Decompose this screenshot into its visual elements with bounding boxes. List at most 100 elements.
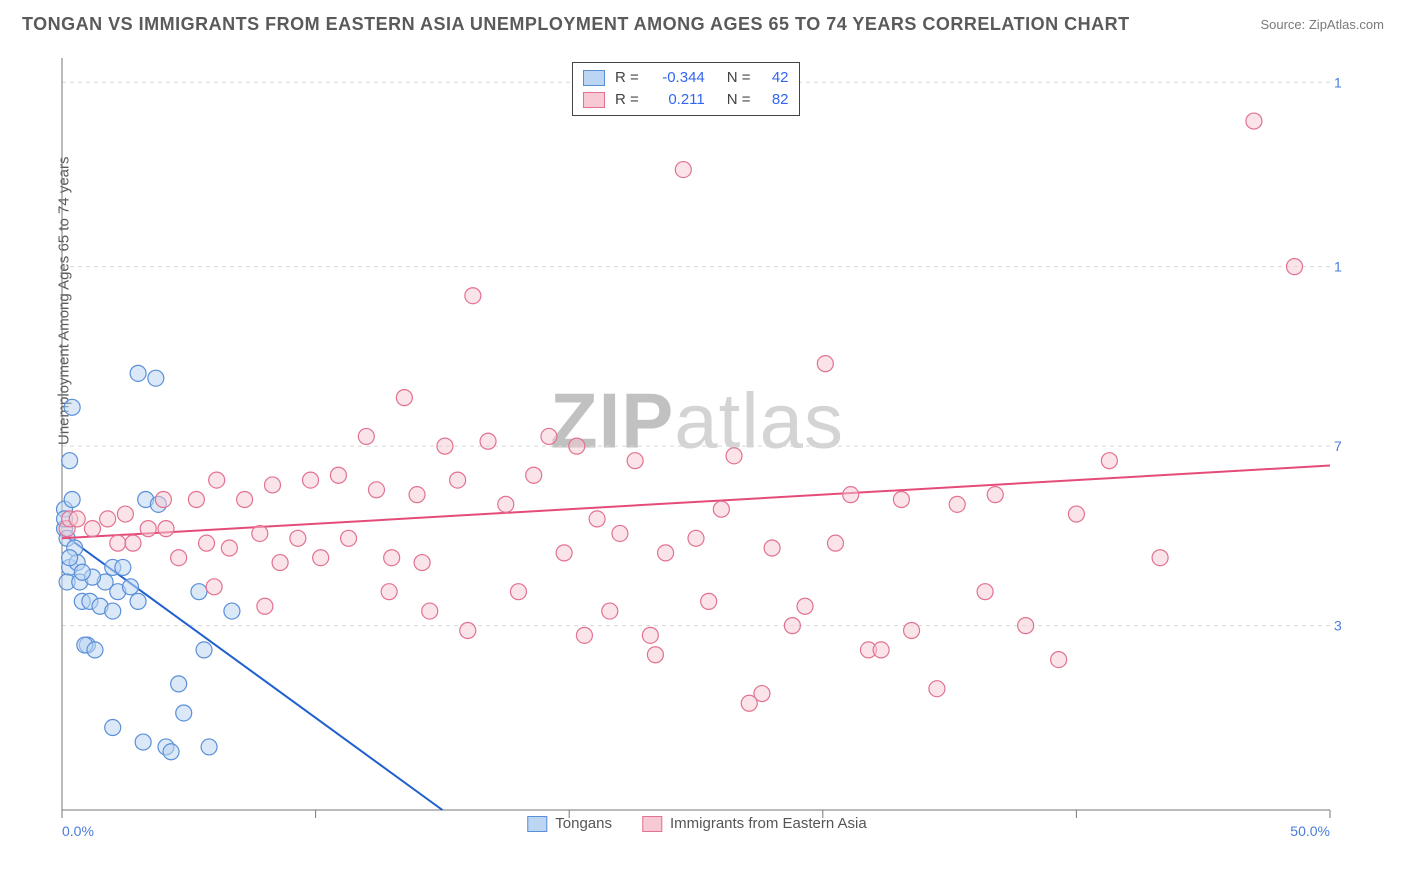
data-point [122,579,138,595]
data-point [409,487,425,503]
data-point [701,593,717,609]
data-point [817,356,833,372]
data-point [843,487,859,503]
data-point [627,453,643,469]
data-point [589,511,605,527]
data-point [726,448,742,464]
data-point [576,627,592,643]
data-point [612,525,628,541]
data-point [110,535,126,551]
y-tick-label: 11.2% [1334,259,1342,275]
data-point [1246,113,1262,129]
data-point [130,593,146,609]
data-point [115,559,131,575]
r-value: 0.211 [649,89,705,111]
data-point [272,555,288,571]
data-point [541,428,557,444]
data-point [303,472,319,488]
data-point [764,540,780,556]
correlation-legend: R = -0.344N = 42R = 0.211N = 82 [572,62,800,116]
data-point [1068,506,1084,522]
chart-area: Unemployment Among Ages 65 to 74 years Z… [52,50,1342,840]
data-point [224,603,240,619]
data-point [62,550,78,566]
legend-swatch [527,816,547,832]
data-point [480,433,496,449]
data-point [341,530,357,546]
data-point [221,540,237,556]
data-point [313,550,329,566]
scatter-plot: 3.8%7.5%11.2%15.0%0.0%50.0% [52,50,1342,840]
data-point [396,390,412,406]
legend-item: Immigrants from Eastern Asia [642,815,867,832]
data-point [1152,550,1168,566]
data-point [64,399,80,415]
data-point [264,477,280,493]
n-label: N = [727,89,751,111]
data-point [987,487,1003,503]
r-value: -0.344 [649,67,705,89]
data-point [675,162,691,178]
data-point [873,642,889,658]
data-point [87,642,103,658]
n-value: 82 [761,89,789,111]
data-point [199,535,215,551]
x-max-label: 50.0% [1290,823,1330,839]
legend-swatch [642,816,662,832]
page-title: TONGAN VS IMMIGRANTS FROM EASTERN ASIA U… [22,14,1130,35]
data-point [105,720,121,736]
data-point [290,530,306,546]
source-link[interactable]: ZipAtlas.com [1309,17,1384,32]
data-point [556,545,572,561]
data-point [498,496,514,512]
legend-row: R = 0.211 N = 82 [583,89,789,111]
data-point [381,584,397,600]
legend-item: Tongans [527,815,612,832]
data-point [135,734,151,750]
data-point [64,491,80,507]
r-label: R = [615,89,639,111]
data-point [647,647,663,663]
data-point [904,622,920,638]
data-point [688,530,704,546]
y-tick-label: 3.8% [1334,618,1342,634]
data-point [977,584,993,600]
legend-swatch [583,92,605,108]
data-point [237,491,253,507]
data-point [84,521,100,537]
data-point [252,525,268,541]
data-point [460,622,476,638]
data-point [125,535,141,551]
data-point [893,491,909,507]
data-point [368,482,384,498]
data-point [117,506,133,522]
data-point [105,603,121,619]
data-point [450,472,466,488]
data-point [569,438,585,454]
n-label: N = [727,67,751,89]
data-point [754,686,770,702]
data-point [209,472,225,488]
data-point [148,370,164,386]
data-point [206,579,222,595]
data-point [158,521,174,537]
data-point [642,627,658,643]
data-point [414,555,430,571]
data-point [949,496,965,512]
data-point [658,545,674,561]
legend-label: Tongans [555,815,612,832]
data-point [797,598,813,614]
legend-swatch [583,70,605,86]
data-point [100,511,116,527]
legend-row: R = -0.344N = 42 [583,67,789,89]
data-point [163,744,179,760]
data-point [929,681,945,697]
source-attribution: Source: ZipAtlas.com [1260,17,1384,32]
data-point [602,603,618,619]
data-point [526,467,542,483]
data-point [1101,453,1117,469]
data-point [1018,618,1034,634]
data-point [358,428,374,444]
data-point [422,603,438,619]
data-point [1051,652,1067,668]
